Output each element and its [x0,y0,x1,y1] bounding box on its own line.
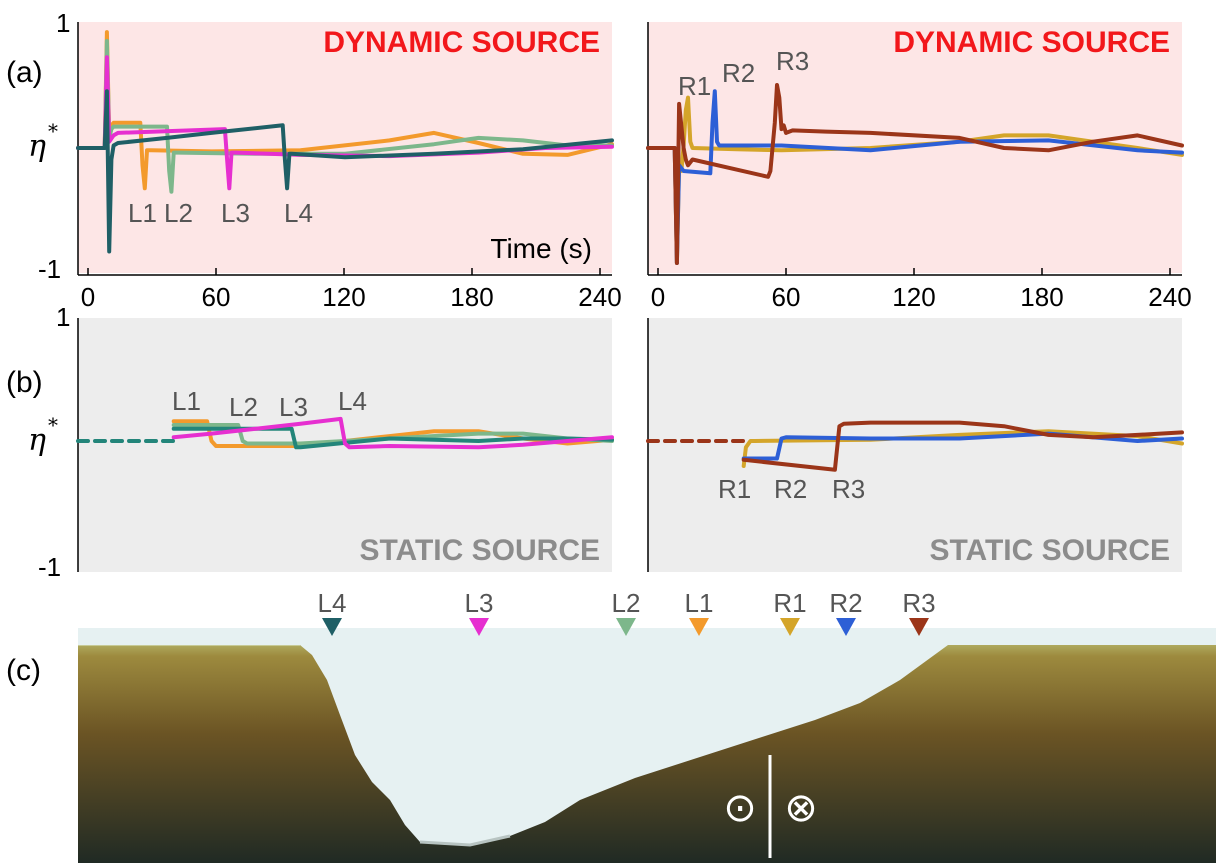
x-tick-label: 60 [772,282,801,312]
label-L3-a: L3 [221,198,250,228]
station-marker-L4 [322,618,342,636]
panel-letter-c: (c) [6,654,41,687]
label-R3-b: R3 [832,474,865,504]
plot-a-right [646,83,1184,265]
station-markers: L4 L3 L2 L1 R1 R2 R3 [318,588,936,636]
label-L1-b: L1 [172,386,201,416]
svg-text:η: η [28,423,46,458]
station-label-L4: L4 [318,588,347,618]
x-ticks-right: 0 60 120 180 240 [651,268,1192,312]
y-tick-top-b: 1 [56,302,70,332]
eta-label-a: η * [28,119,58,164]
x-ticks-left: 0 60 120 180 240 [81,268,622,312]
x-axis-label: Time (s) [490,233,592,264]
x-tick-label: 180 [1020,282,1063,312]
label-R1-a: R1 [678,71,711,101]
annotations-b-right: R1 R2 R3 [718,474,865,504]
x-tick-label: 240 [578,282,621,312]
x-tick-label: 60 [202,282,231,312]
eta-label-b: η * [28,413,58,458]
svg-text:*: * [48,413,58,437]
label-L2-a: L2 [164,198,193,228]
x-tick-label: 180 [450,282,493,312]
label-R3-a: R3 [776,46,809,76]
station-marker-R2 [836,618,856,636]
plot-b-left [76,416,614,450]
title-dynamic-left: DYNAMIC SOURCE [323,26,600,59]
svg-text:*: * [48,119,58,143]
series-L4-al [76,89,614,254]
x-tick-label: 240 [1148,282,1191,312]
annotations-a-left: L1 L2 L3 L4 [128,198,313,228]
station-label-R3: R3 [902,588,935,618]
into-page-symbol: ⊗ [784,785,818,831]
station-label-L1: L1 [685,588,714,618]
series-R3-br [741,420,1184,472]
label-L1-a: L1 [128,198,157,228]
station-marker-L1 [689,618,709,636]
station-marker-L2 [616,618,636,636]
y-tick-bottom-b: -1 [38,552,61,582]
x-tick-label: 0 [651,282,665,312]
plot-a-left [76,30,614,254]
station-marker-L3 [469,618,489,636]
station-label-L2: L2 [612,588,641,618]
station-marker-R1 [780,618,800,636]
station-marker-R3 [909,618,929,636]
station-label-R2: R2 [829,588,862,618]
label-R2-b: R2 [774,474,807,504]
water-channel-edge [419,834,511,847]
series-R2-br [741,431,1184,461]
water-channel [78,628,1216,845]
station-label-R1: R1 [773,588,806,618]
label-L2-b: L2 [229,392,258,422]
title-static-left: STATIC SOURCE [359,534,600,567]
series-R3-ar [646,83,1184,265]
y-tick-top-a: 1 [56,8,70,38]
panel-b-right-background [648,318,1182,572]
title-dynamic-right: DYNAMIC SOURCE [893,26,1170,59]
annotations-a-right: R1 R2 R3 [678,46,809,101]
label-L4-a: L4 [284,198,313,228]
x-tick-label: 120 [322,282,365,312]
station-label-L3: L3 [465,588,494,618]
panel-letter-b: (b) [6,366,43,399]
title-static-right: STATIC SOURCE [929,534,1170,567]
panel-letter-a: (a) [6,56,43,89]
label-R1-b: R1 [718,474,751,504]
series-L3-bl [171,426,614,450]
y-tick-bottom-a: -1 [38,254,61,284]
series-L4-bl [171,416,614,450]
out-of-page-symbol: ⊙ [723,785,757,831]
cross-section: ⊙ ⊗ [78,628,1216,863]
x-tick-label: 0 [81,282,95,312]
label-R2-a: R2 [722,58,755,88]
svg-text:η: η [28,129,46,164]
x-tick-label: 120 [892,282,935,312]
plot-b-right [646,420,1184,472]
label-L3-b: L3 [279,392,308,422]
label-L4-b: L4 [338,386,367,416]
annotations-b-left: L1 L2 L3 L4 [172,386,367,422]
